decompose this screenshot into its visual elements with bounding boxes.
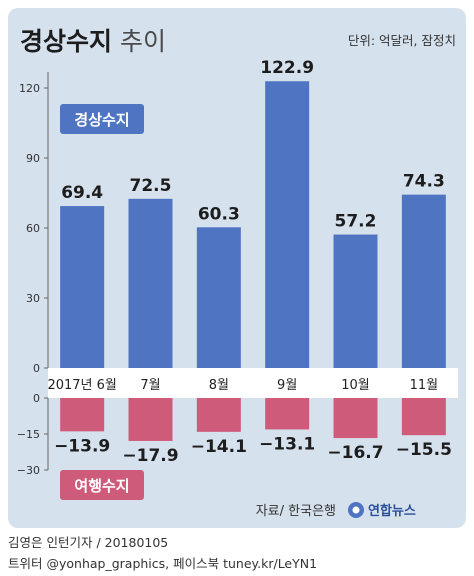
brand-logo-text: 연합뉴스 bbox=[368, 503, 416, 519]
current-account-bar bbox=[60, 206, 105, 368]
travel-balance-value-label: −14.1 bbox=[191, 437, 247, 457]
current-account-bar bbox=[401, 194, 446, 368]
unit-note: 단위: 억달러, 잠정치 bbox=[348, 33, 456, 48]
current-account-bar bbox=[128, 198, 173, 368]
month-labels: 2017년 6월 7월 8월 9월 10월 11월 bbox=[47, 378, 438, 393]
current-account-value-label: 57.2 bbox=[335, 212, 377, 232]
travel-balance-value-label: −13.9 bbox=[54, 436, 110, 456]
current-account-value-label: 69.4 bbox=[61, 183, 103, 203]
category-band bbox=[48, 368, 458, 398]
current-account-value-label: 72.5 bbox=[130, 176, 172, 196]
upper-tick-label: 60 bbox=[26, 222, 40, 235]
month-label: 2017년 6월 bbox=[47, 378, 116, 393]
upper-tick-label: 0 bbox=[33, 362, 40, 375]
current-account-value-labels: 69.4 72.5 60.3 122.9 57.2 74.3 bbox=[61, 58, 445, 231]
lower-tick-label: 0 bbox=[33, 392, 40, 405]
month-label: 9월 bbox=[277, 378, 297, 393]
travel-balance-legend-label: 여행수지 bbox=[74, 477, 129, 495]
travel-balance-bar bbox=[401, 398, 446, 436]
month-label: 7월 bbox=[140, 378, 160, 393]
current-account-bar bbox=[333, 234, 378, 368]
travel-balance-legend-box bbox=[60, 470, 144, 500]
travel-balance-bars bbox=[60, 398, 446, 441]
chart-title-bold: 경상수지 bbox=[20, 27, 112, 56]
chart-title: 경상수지 추이 bbox=[20, 27, 166, 56]
brand-logo-icon-inner bbox=[352, 506, 360, 514]
current-account-value-label: 74.3 bbox=[403, 172, 445, 192]
upper-y-ticks: 120 90 60 30 0 bbox=[19, 82, 48, 375]
travel-balance-bar bbox=[265, 398, 310, 430]
month-label: 8월 bbox=[209, 378, 229, 393]
travel-balance-bar bbox=[333, 398, 378, 439]
current-account-bar bbox=[265, 81, 310, 368]
current-account-legend-box bbox=[60, 104, 144, 134]
source-note: 자료/ 한국은행 bbox=[256, 503, 336, 519]
current-account-bars bbox=[60, 81, 446, 368]
travel-balance-value-label: −13.1 bbox=[259, 434, 315, 454]
social-line: 트위터 @yonhap_graphics, 페이스북 tuney.kr/LeYN… bbox=[8, 556, 318, 571]
travel-balance-bar bbox=[128, 398, 173, 441]
brand-logo: 연합뉴스 bbox=[348, 502, 416, 519]
travel-balance-bar bbox=[60, 398, 105, 432]
month-label: 10월 bbox=[341, 378, 370, 393]
travel-balance-value-label: −17.9 bbox=[122, 446, 178, 466]
current-account-value-label: 60.3 bbox=[198, 204, 240, 224]
lower-tick-label: −30 bbox=[17, 464, 40, 477]
lower-tick-label: −15 bbox=[17, 428, 40, 441]
month-label: 11월 bbox=[410, 378, 439, 393]
lower-y-ticks: 0 −15 −30 bbox=[17, 392, 48, 477]
upper-tick-label: 120 bbox=[19, 82, 40, 95]
upper-tick-label: 90 bbox=[26, 152, 40, 165]
travel-balance-value-label: −15.5 bbox=[396, 440, 452, 460]
travel-balance-value-labels: −13.9 −17.9 −14.1 −13.1 −16.7 −15.5 bbox=[54, 434, 452, 466]
travel-balance-value-label: −16.7 bbox=[327, 443, 383, 463]
chart-title-light: 추이 bbox=[112, 27, 166, 56]
current-account-bar bbox=[196, 227, 241, 368]
travel-balance-bar bbox=[196, 398, 241, 432]
current-account-legend-label: 경상수지 bbox=[74, 111, 129, 129]
current-account-value-label: 122.9 bbox=[260, 58, 314, 78]
upper-tick-label: 30 bbox=[26, 292, 40, 305]
credit-line: 김영은 인턴기자 / 20180105 bbox=[8, 535, 169, 550]
